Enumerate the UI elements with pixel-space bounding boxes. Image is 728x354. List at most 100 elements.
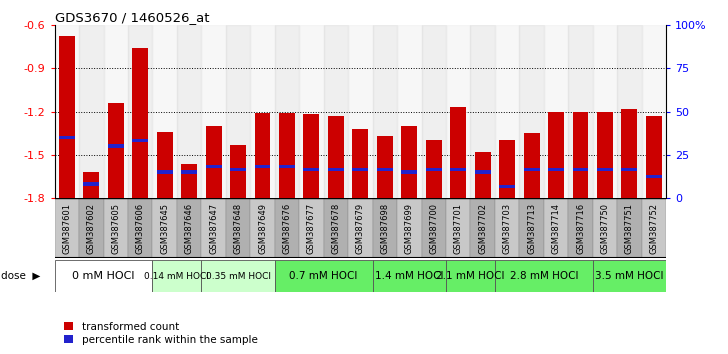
Bar bbox=[324, 25, 348, 198]
Text: GSM387649: GSM387649 bbox=[258, 203, 267, 254]
Bar bbox=[450, 107, 466, 198]
Bar bbox=[544, 25, 569, 198]
Bar bbox=[593, 260, 666, 292]
Bar bbox=[304, 167, 320, 171]
Bar bbox=[328, 167, 344, 171]
Bar bbox=[422, 25, 446, 198]
Bar bbox=[446, 260, 495, 292]
Bar bbox=[495, 260, 593, 292]
Bar bbox=[572, 112, 588, 198]
Bar bbox=[470, 25, 495, 198]
Bar bbox=[230, 145, 246, 198]
Bar bbox=[202, 25, 226, 198]
Text: GSM387606: GSM387606 bbox=[135, 203, 145, 254]
Bar bbox=[470, 198, 495, 258]
Bar bbox=[55, 260, 152, 292]
Bar bbox=[157, 132, 173, 198]
Bar bbox=[255, 165, 271, 168]
Bar bbox=[128, 25, 152, 198]
Text: GSM387716: GSM387716 bbox=[576, 203, 585, 254]
Bar bbox=[279, 165, 295, 168]
Bar bbox=[324, 198, 348, 258]
Bar bbox=[569, 198, 593, 258]
Bar bbox=[132, 48, 149, 198]
Bar bbox=[523, 167, 539, 171]
Bar bbox=[279, 113, 295, 198]
Bar bbox=[377, 136, 393, 198]
Bar bbox=[226, 25, 250, 198]
Bar bbox=[299, 25, 324, 198]
Bar bbox=[108, 103, 124, 198]
Text: GSM387678: GSM387678 bbox=[331, 203, 341, 254]
Bar bbox=[177, 198, 202, 258]
Text: GSM387750: GSM387750 bbox=[601, 203, 609, 254]
Bar bbox=[572, 167, 588, 171]
Bar bbox=[181, 170, 197, 174]
Bar bbox=[128, 198, 152, 258]
Bar bbox=[274, 25, 299, 198]
Text: 0 mM HOCl: 0 mM HOCl bbox=[72, 271, 135, 281]
Text: GSM387647: GSM387647 bbox=[209, 203, 218, 254]
Bar bbox=[348, 25, 373, 198]
Bar bbox=[274, 198, 299, 258]
Bar bbox=[255, 113, 271, 198]
Text: GSM387646: GSM387646 bbox=[185, 203, 194, 254]
Text: GSM387676: GSM387676 bbox=[282, 203, 291, 254]
Bar bbox=[59, 136, 75, 139]
Text: GSM387648: GSM387648 bbox=[234, 203, 242, 254]
Bar bbox=[597, 167, 613, 171]
Bar bbox=[55, 198, 79, 258]
Bar bbox=[304, 114, 320, 198]
Bar bbox=[108, 144, 124, 148]
Text: GSM387605: GSM387605 bbox=[111, 203, 120, 254]
Text: 2.8 mM HOCl: 2.8 mM HOCl bbox=[510, 271, 578, 281]
Bar bbox=[617, 25, 641, 198]
Bar bbox=[226, 198, 250, 258]
Bar bbox=[519, 198, 544, 258]
Bar bbox=[622, 167, 638, 171]
Legend: transformed count, percentile rank within the sample: transformed count, percentile rank withi… bbox=[60, 317, 262, 349]
Text: 0.7 mM HOCl: 0.7 mM HOCl bbox=[290, 271, 358, 281]
Text: 0.14 mM HOCl: 0.14 mM HOCl bbox=[144, 272, 210, 281]
Bar bbox=[152, 25, 177, 198]
Bar bbox=[397, 25, 422, 198]
Text: dose  ▶: dose ▶ bbox=[1, 271, 41, 281]
Text: GSM387703: GSM387703 bbox=[502, 203, 512, 254]
Bar bbox=[103, 25, 128, 198]
Bar bbox=[205, 165, 221, 168]
Bar bbox=[132, 139, 149, 142]
Bar bbox=[59, 36, 75, 198]
Text: GSM387701: GSM387701 bbox=[454, 203, 463, 254]
Text: GSM387601: GSM387601 bbox=[63, 203, 71, 254]
Bar bbox=[646, 175, 662, 178]
Text: GSM387679: GSM387679 bbox=[356, 203, 365, 254]
Bar bbox=[230, 167, 246, 171]
Bar bbox=[181, 164, 197, 198]
Bar bbox=[641, 198, 666, 258]
Text: GSM387702: GSM387702 bbox=[478, 203, 487, 254]
Bar bbox=[569, 25, 593, 198]
Text: 3.5 mM HOCl: 3.5 mM HOCl bbox=[596, 271, 664, 281]
Text: GSM387700: GSM387700 bbox=[430, 203, 438, 254]
Bar bbox=[373, 260, 446, 292]
Bar bbox=[79, 25, 103, 198]
Bar bbox=[152, 198, 177, 258]
Bar bbox=[622, 109, 638, 198]
Text: GSM387698: GSM387698 bbox=[380, 203, 389, 254]
Bar bbox=[202, 260, 274, 292]
Bar bbox=[475, 152, 491, 198]
Bar bbox=[446, 25, 470, 198]
Text: GSM387677: GSM387677 bbox=[307, 203, 316, 254]
Text: GSM387645: GSM387645 bbox=[160, 203, 169, 254]
Bar bbox=[152, 260, 202, 292]
Bar bbox=[83, 182, 99, 185]
Bar bbox=[352, 167, 368, 171]
Bar bbox=[523, 133, 539, 198]
Bar bbox=[548, 112, 564, 198]
Text: GSM387714: GSM387714 bbox=[552, 203, 561, 254]
Bar bbox=[593, 198, 617, 258]
Bar bbox=[352, 129, 368, 198]
Bar bbox=[397, 198, 422, 258]
Bar bbox=[499, 141, 515, 198]
Bar bbox=[450, 167, 466, 171]
